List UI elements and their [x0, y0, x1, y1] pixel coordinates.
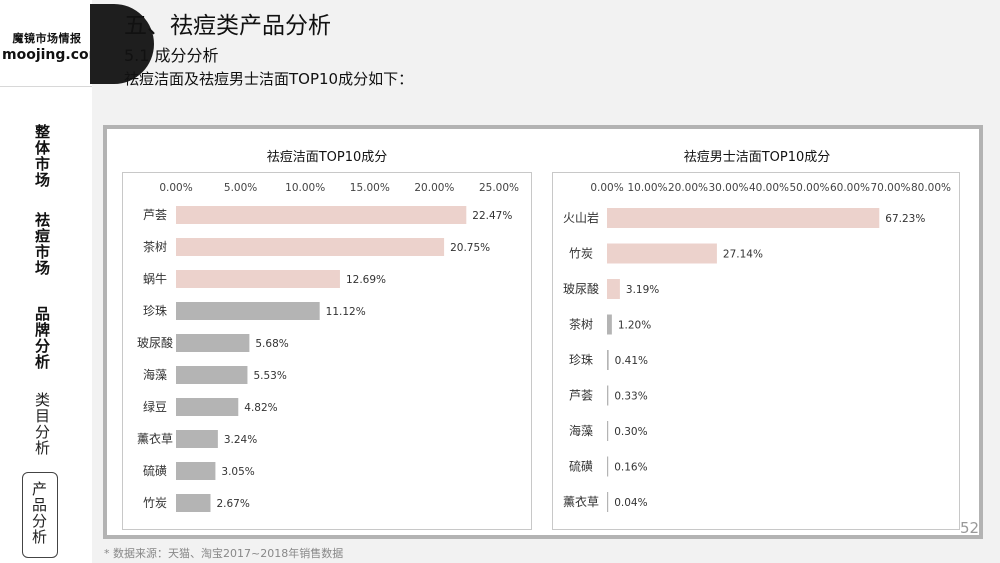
chart2-value-label: 0.33%: [614, 391, 647, 403]
brand-logo[interactable]: 魔镜市场情报 moojing.com: [2, 30, 104, 63]
chart2-tick-label: 70.00%: [870, 182, 910, 194]
chart1-tick-label: 15.00%: [350, 182, 390, 194]
chart2-tick-label: 80.00%: [911, 182, 951, 194]
chart2-category-label: 薰衣草: [563, 494, 599, 509]
section-subtitle: 5.1 成分分析: [124, 46, 219, 65]
chart2-tick-label: 60.00%: [830, 182, 870, 194]
chart1-value-label: 3.24%: [224, 434, 257, 446]
chart2-svg: 0.00% 10.00% 20.00% 30.00% 40.00% 50.00% 60.00…: [563, 182, 951, 512]
chart2-value-label: 0.41%: [615, 355, 648, 367]
chart1-value-label: 3.05%: [221, 466, 254, 478]
chart2-plot-area: 0.00% 10.00% 20.00% 30.00% 40.00% 50.00% 60.00…: [552, 172, 960, 530]
section-description: 祛痘洁面及祛痘男士洁面TOP10成分如下：: [124, 70, 414, 88]
chart1-value-label: 2.67%: [216, 498, 249, 510]
chart2-title: 祛痘男士洁面TOP10成分: [683, 150, 831, 165]
chart2-category-label: 火山岩: [563, 210, 599, 225]
chart1-svg: 0.00% 5.00% 10.00% 15.00% 20.00% 25.00% 芦荟 22.4…: [137, 182, 519, 512]
chart2-value-label: 0.16%: [614, 462, 647, 474]
chart1-bar: [176, 302, 320, 320]
chart2-tick-label: 0.00%: [590, 182, 623, 194]
chart1-category-label: 绿豆: [143, 399, 167, 414]
chart1-tick-label: 0.00%: [159, 182, 192, 194]
chart1-category-label: 蜗牛: [143, 271, 167, 286]
chart2-bar: [607, 208, 880, 228]
chart2-bar: [607, 350, 609, 370]
chart2-value-label: 3.19%: [626, 284, 659, 296]
chart2-value-label: 1.20%: [618, 320, 651, 332]
chart1-category-label: 竹炭: [143, 496, 167, 510]
chart1-value-label: 5.53%: [253, 370, 286, 382]
nav-item-acne-market[interactable]: 祛痘市场: [22, 212, 62, 276]
chart1-bar: [176, 430, 218, 448]
chart2-bar: [607, 314, 612, 335]
chart2-value-label: 0.04%: [614, 497, 647, 509]
page-title: 五、祛痘类产品分析: [124, 13, 331, 39]
nav-item-overall-market[interactable]: 整体市场: [22, 124, 62, 188]
chart1-tick-label: 5.00%: [224, 182, 257, 194]
chart1-value-label: 11.12%: [326, 306, 366, 318]
chart1-plot-area: 0.00% 5.00% 10.00% 15.00% 20.00% 25.00% 芦荟 22.4…: [122, 172, 532, 530]
chart1-title: 祛痘洁面TOP10成分: [266, 150, 388, 165]
chart1-bar: [176, 238, 445, 256]
nav-item-brand-analysis[interactable]: 品牌分析: [22, 306, 62, 370]
chart2-category-label: 竹炭: [569, 247, 593, 261]
nav-item-label: 产品分析: [30, 481, 48, 545]
chart2-bar: [607, 492, 609, 512]
chart2-category-label: 玻尿酸: [563, 281, 599, 296]
logo-cn-text: 魔镜市场情报: [12, 32, 82, 45]
nav-item-label: 类目分析: [33, 392, 51, 456]
chart2-category-label: 海藻: [569, 423, 593, 438]
chart1-bar: [176, 206, 467, 224]
chart2-tick-label: 40.00%: [749, 182, 789, 194]
chart1-value-label: 12.69%: [346, 274, 386, 286]
chart1-value-label: 22.47%: [472, 210, 512, 222]
chart1-tick-label: 25.00%: [479, 182, 519, 194]
chart1-bar: [176, 494, 211, 512]
nav-item-product-analysis[interactable]: 产品分析: [19, 481, 59, 545]
chart1-bar: [176, 270, 340, 288]
nav-item-label: 祛痘市场: [33, 212, 51, 276]
chart2-value-label: 67.23%: [885, 213, 925, 225]
nav-item-category-analysis[interactable]: 类目分析: [22, 392, 62, 456]
chart1-tick-label: 10.00%: [285, 182, 325, 194]
chart2-bar: [607, 421, 609, 441]
chart2-category-label: 珍珠: [569, 353, 593, 367]
chart1-value-label: 4.82%: [244, 402, 277, 414]
chart1-value-label: 20.75%: [450, 242, 490, 254]
chart1-bar: [176, 366, 248, 384]
logo-en-text: moojing.com: [2, 47, 104, 63]
chart2-category-label: 茶树: [569, 317, 593, 332]
chart2-bar: [607, 279, 620, 299]
chart2-tick-label: 50.00%: [789, 182, 829, 194]
chart1-bar: [176, 334, 250, 352]
data-source-note: * 数据来源：天猫、淘宝2017~2018年销售数据: [104, 547, 344, 560]
sidebar-divider: [0, 86, 92, 87]
chart1-category-label: 茶树: [143, 239, 167, 254]
chart1-category-label: 芦荟: [143, 208, 167, 222]
chart1-bar: [176, 398, 239, 416]
chart2-tick-label: 10.00%: [627, 182, 667, 194]
chart1-tick-label: 20.00%: [414, 182, 454, 194]
chart2-category-label: 芦荟: [569, 389, 593, 403]
chart1-category-label: 硫磺: [143, 463, 167, 478]
chart2-bar: [607, 385, 609, 406]
page-number: 52: [960, 519, 980, 537]
chart2-tick-label: 30.00%: [708, 182, 748, 194]
chart1-category-label: 海藻: [143, 367, 167, 382]
nav-item-label: 品牌分析: [33, 306, 51, 370]
chart1-value-label: 5.68%: [255, 338, 288, 350]
chart1-category-label: 薰衣草: [137, 431, 173, 446]
sidebar: 魔镜市场情报 moojing.com 整体市场 祛痘市场 品牌分析 类目分析 产…: [0, 0, 104, 563]
chart1-category-label: 珍珠: [143, 304, 167, 318]
nav-item-label: 整体市场: [33, 124, 51, 188]
chart2-tick-label: 20.00%: [668, 182, 708, 194]
chart1-category-label: 玻尿酸: [137, 335, 173, 350]
chart2-value-label: 27.14%: [723, 249, 763, 261]
chart2-category-label: 硫磺: [569, 459, 593, 474]
chart1-bar: [176, 462, 216, 480]
chart2-value-label: 0.30%: [614, 426, 647, 438]
chart2-bar: [607, 456, 609, 477]
chart2-bar: [607, 243, 717, 264]
nav-active-highlight: [22, 472, 58, 558]
